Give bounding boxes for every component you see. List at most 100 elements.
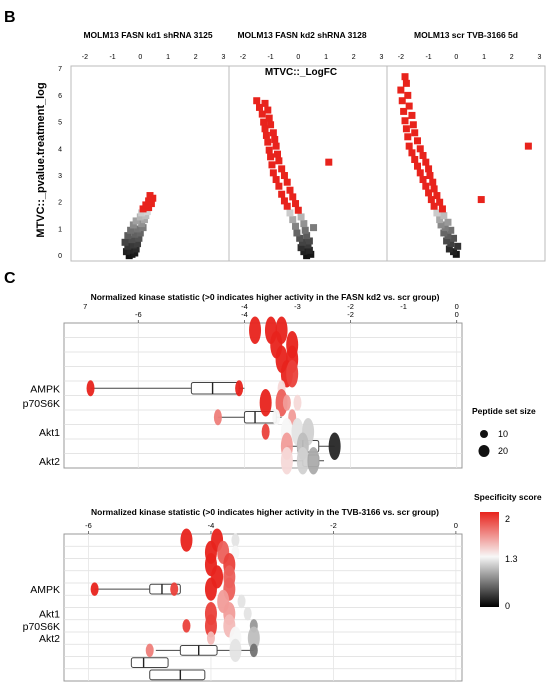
subplot-2-title: MOLM13 FASN kd2 shRNA 3128: [237, 30, 366, 40]
x-tick-label: 3: [222, 54, 226, 61]
kinase-dot: [261, 423, 270, 440]
data-point: [267, 121, 275, 129]
y-axis-label: AMPK: [30, 584, 60, 596]
data-point: [409, 121, 417, 129]
data-point: [477, 196, 485, 204]
x-tick-label: -2: [398, 54, 404, 61]
data-point: [297, 213, 305, 221]
size-legend-20-marker: [478, 445, 490, 457]
data-point: [413, 137, 421, 145]
box: [149, 669, 206, 681]
data-point: [411, 155, 419, 163]
data-point: [131, 230, 139, 238]
data-point: [305, 246, 313, 254]
x-tick-label: 0: [138, 54, 142, 61]
data-point: [310, 224, 318, 232]
kinase-dot: [235, 380, 244, 397]
data-point: [401, 73, 409, 81]
data-point: [430, 202, 438, 210]
y-axis-label: Akt2: [39, 456, 60, 468]
kinase-dot: [237, 594, 246, 609]
kinase-dot: [282, 394, 291, 411]
data-point: [265, 146, 273, 154]
kinase-dot: [259, 388, 272, 417]
data-point: [286, 186, 294, 194]
data-point: [405, 102, 413, 110]
size-legend-10-marker: [480, 430, 488, 438]
kinase-dot: [249, 316, 262, 345]
data-point: [139, 205, 147, 213]
data-point: [426, 172, 434, 180]
score-tick-1-3: 1.3: [505, 554, 518, 564]
data-point: [272, 176, 280, 184]
panel-c-top-plot: -6 -4 -2 0 AMPK p70S6K Akt1 Akt2 7 -4 -3 -2 -1 0: [23, 302, 463, 475]
data-point: [296, 234, 304, 242]
x-tick-label: 0: [455, 310, 459, 319]
data-point: [303, 232, 311, 240]
data-point: [447, 226, 455, 234]
data-point: [325, 158, 333, 166]
y-axis-label: AMPK: [30, 383, 60, 395]
data-point: [422, 158, 430, 166]
kinase-dot: [272, 409, 281, 426]
data-point: [139, 224, 147, 232]
data-point: [430, 185, 438, 193]
kinase-dot: [182, 619, 191, 633]
data-point: [419, 151, 427, 159]
x-tick-label: 0: [296, 54, 300, 61]
x-tick-label: -4: [241, 310, 248, 319]
kinase-dot: [307, 446, 320, 475]
size-legend-title: Peptide set size: [472, 406, 536, 416]
data-point: [261, 99, 269, 107]
data-point: [267, 153, 275, 161]
subplot-1-title: MOLM13 FASN kd1 shRNA 3125: [83, 30, 212, 40]
kinase-dot: [204, 614, 217, 638]
data-point: [408, 149, 416, 157]
data-point: [271, 135, 279, 143]
data-point: [292, 222, 300, 230]
data-point: [445, 245, 453, 253]
data-point: [444, 232, 452, 240]
data-point: [307, 250, 315, 258]
data-point: [142, 201, 150, 209]
kinase-dot: [145, 643, 154, 658]
score-tick-2: 2: [505, 514, 510, 524]
x-tick-label: 0: [454, 521, 458, 530]
kinase-dot: [328, 432, 341, 461]
data-point: [136, 213, 144, 221]
data-point: [422, 182, 430, 190]
x-tick-label: 2: [510, 54, 514, 61]
major-tick-label: 7: [83, 302, 87, 311]
x-tick-label: -2: [240, 54, 246, 61]
score-tick-0: 0: [505, 601, 510, 611]
data-point: [272, 142, 280, 150]
y-tick-label: 5: [58, 120, 62, 127]
data-point: [294, 206, 302, 214]
data-point: [305, 237, 313, 245]
data-point: [433, 209, 441, 217]
x-tick-label: 1: [166, 54, 170, 61]
data-point: [142, 212, 150, 220]
subplot-3-title: MOLM13 scr TVB-3166 5d: [414, 30, 518, 40]
data-point: [127, 246, 135, 254]
y-tick-label: 3: [58, 173, 62, 180]
data-point: [289, 193, 297, 201]
y-axis-label: Akt2: [39, 633, 60, 645]
panel-b-label: B: [4, 9, 16, 26]
data-point: [298, 238, 306, 246]
kinase-dot: [229, 638, 242, 663]
x-tick-label: -1: [425, 54, 431, 61]
y-tick-label: 1: [58, 226, 62, 233]
data-point: [278, 165, 286, 173]
data-point: [280, 197, 288, 205]
y-tick-label: 6: [58, 93, 62, 100]
data-point: [136, 229, 144, 237]
data-point: [301, 226, 309, 234]
kinase-dot: [249, 643, 258, 658]
data-point: [304, 241, 312, 249]
data-point: [138, 220, 146, 228]
data-point: [134, 240, 142, 248]
data-point: [135, 234, 143, 242]
x-tick-label: -4: [208, 521, 215, 530]
